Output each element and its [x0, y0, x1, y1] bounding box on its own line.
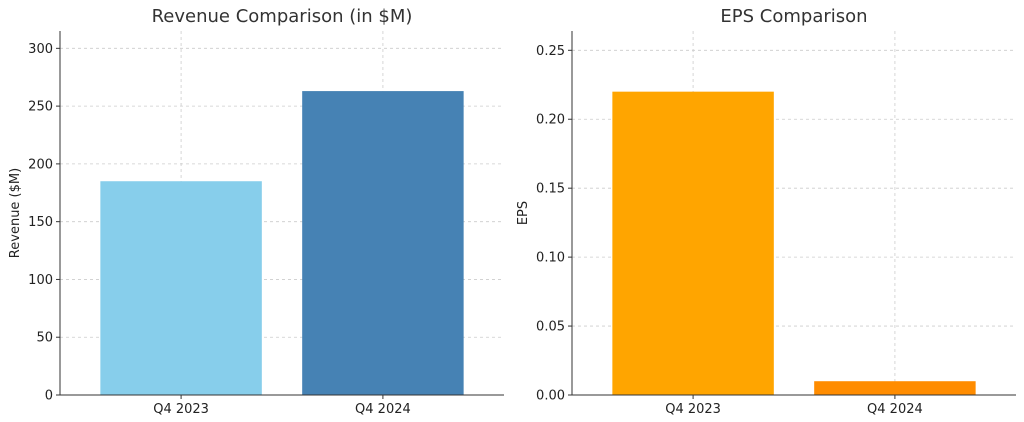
revenue-y-axis-label: Revenue ($M)	[8, 168, 23, 258]
revenue-xtick-label: Q4 2023	[153, 402, 209, 417]
eps-chart: 0.00 0.05 0.10 0.15 0.20 0.25 Q4 2023 Q4 2024 EP…	[516, 6, 1016, 417]
eps-ytick-label: 0.05	[536, 320, 565, 335]
revenue-ytick-label: 100	[28, 273, 53, 288]
eps-ytick-label: 0.00	[536, 389, 565, 404]
revenue-xtick-label: Q4 2024	[355, 402, 411, 417]
eps-bar-1	[612, 91, 774, 396]
revenue-bar-1	[100, 181, 262, 395]
revenue-chart-title: Revenue Comparison (in $M)	[152, 6, 413, 27]
eps-ytick-label: 0.15	[536, 182, 565, 197]
revenue-bar-2	[302, 91, 464, 395]
eps-ytick-label: 0.10	[536, 251, 565, 266]
eps-y-axis-label: EPS	[516, 201, 531, 225]
eps-bar-2	[814, 381, 976, 395]
revenue-ytick-label: 50	[36, 331, 53, 346]
eps-ytick-label: 0.25	[536, 44, 565, 59]
revenue-ytick-label: 300	[28, 42, 53, 57]
eps-xtick-label: Q4 2024	[867, 402, 923, 417]
revenue-ytick-label: 0	[45, 389, 53, 404]
revenue-chart: 0 50 100 150 200 250 300 Q4 2023 Q4 2024 Revenue …	[8, 6, 504, 417]
eps-chart-title: EPS Comparison	[720, 6, 867, 27]
eps-xtick-label: Q4 2023	[665, 402, 721, 417]
revenue-ytick-label: 150	[28, 215, 53, 230]
revenue-ytick-label: 200	[28, 157, 53, 172]
eps-ytick-label: 0.20	[536, 113, 565, 128]
revenue-ytick-label: 250	[28, 100, 53, 115]
